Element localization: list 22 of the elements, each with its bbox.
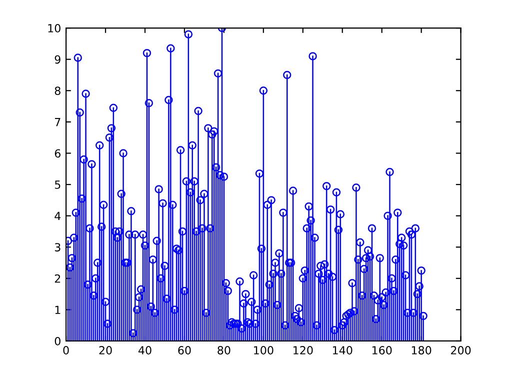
y-tick-label: 7 [55, 118, 60, 126]
x-tick-label: 0 [63, 346, 69, 354]
y-tick-label: 6 [54, 149, 60, 158]
x-tick-label: 60 [178, 346, 191, 354]
x-tick-label: 100 [254, 346, 274, 354]
y-tick-label: 0 [54, 336, 60, 346]
y-tick-label: 3 [54, 243, 60, 252]
y-tick-label: 5 [54, 180, 60, 189]
y-tick-label: 4 [54, 212, 61, 220]
x-tick-label: 80 [218, 346, 230, 354]
x-tick-label: 140 [332, 346, 352, 354]
x-tick-label: 160 [372, 346, 392, 354]
x-tick-label: 120 [294, 346, 313, 354]
x-tick-label: 40 [138, 346, 152, 354]
y-tick-label: 10 [48, 24, 60, 32]
x-tick-label: 200 [451, 346, 471, 354]
y-tick-label: 9 [54, 55, 60, 64]
y-tick-label: 2 [54, 274, 60, 283]
x-tick-label: 20 [99, 346, 112, 354]
y-tick-label: 1 [55, 306, 60, 314]
x-tick-label: 180 [412, 346, 432, 354]
y-tick-label: 8 [54, 86, 60, 96]
